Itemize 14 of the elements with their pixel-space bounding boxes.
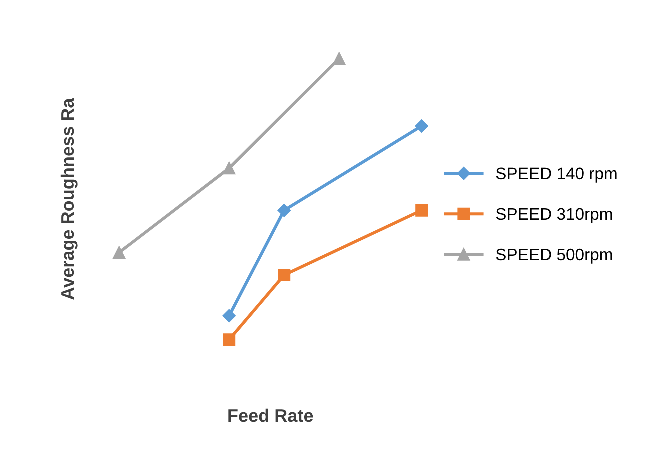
legend-label: SPEED 310rpm [496, 208, 612, 224]
x-axis-title: Feed Rate [228, 408, 314, 422]
point [333, 52, 346, 65]
point [113, 246, 126, 259]
legend-label: SPEED 140 rpm [496, 168, 617, 183]
point [222, 309, 236, 323]
point [223, 334, 236, 346]
point [416, 204, 428, 217]
y-axis-title: Average Roughness Ra [60, 98, 78, 300]
point [415, 120, 428, 133]
point [278, 268, 291, 282]
legend-label: SPEED 500rpm [496, 248, 612, 264]
point [223, 162, 236, 175]
point [278, 204, 291, 218]
